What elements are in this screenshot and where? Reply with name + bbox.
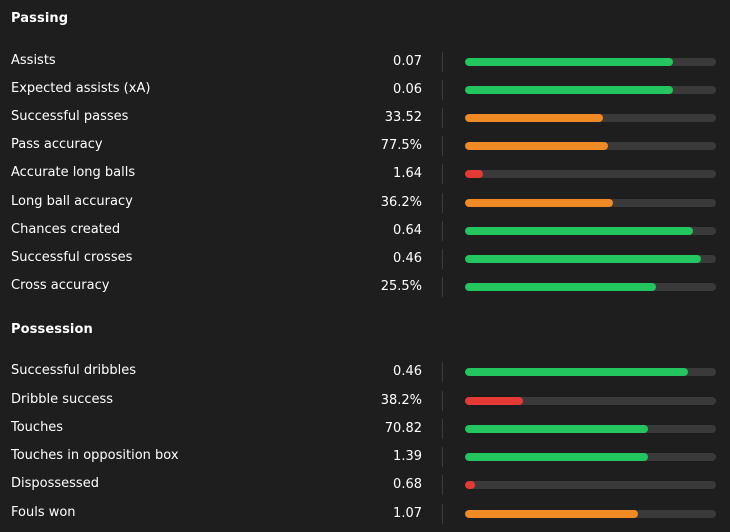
percentile-bar-track — [465, 425, 716, 433]
stat-value: 36.2% — [380, 195, 422, 210]
stat-row: Touches 70.82 — [0, 419, 730, 439]
row-divider — [442, 164, 443, 184]
percentile-bar-track — [465, 114, 716, 122]
row-divider — [442, 249, 443, 269]
row-divider — [442, 221, 443, 241]
stat-row: Accurate long balls 1.64 — [0, 164, 730, 184]
percentile-bar-track — [465, 283, 716, 291]
percentile-bar-track — [465, 481, 716, 489]
row-divider — [442, 419, 443, 439]
stat-value: 1.07 — [393, 506, 422, 521]
stat-value: 25.5% — [380, 279, 422, 294]
stat-value: 38.2% — [380, 393, 422, 408]
stat-label: Successful crosses — [11, 250, 133, 265]
stat-label: Pass accuracy — [11, 137, 103, 152]
stat-label: Fouls won — [11, 505, 76, 520]
stat-row: Assists 0.07 — [0, 52, 730, 72]
percentile-bar-track — [465, 453, 716, 461]
percentile-bar-track — [465, 86, 716, 94]
stat-row: Expected assists (xA) 0.06 — [0, 80, 730, 100]
stat-row: Fouls won 1.07 — [0, 504, 730, 524]
percentile-bar-track — [465, 142, 716, 150]
row-divider — [442, 108, 443, 128]
percentile-bar-fill — [465, 114, 604, 122]
row-divider — [442, 136, 443, 156]
stat-row: Chances created 0.64 — [0, 221, 730, 241]
percentile-bar-track — [465, 397, 716, 405]
stat-row: Touches in opposition box 1.39 — [0, 447, 730, 467]
stat-value: 0.64 — [393, 223, 422, 238]
row-divider — [442, 447, 443, 467]
stat-value: 1.39 — [393, 449, 422, 464]
stat-label: Assists — [11, 53, 56, 68]
stat-row: Successful passes 33.52 — [0, 108, 730, 128]
percentile-bar-track — [465, 170, 716, 178]
stat-row: Cross accuracy 25.5% — [0, 277, 730, 297]
stat-label: Dribble success — [11, 392, 114, 407]
percentile-bar-fill — [465, 368, 689, 376]
percentile-bar-track — [465, 255, 716, 263]
row-divider — [442, 52, 443, 72]
percentile-bar-fill — [465, 510, 639, 518]
percentile-bar-fill — [465, 227, 694, 235]
percentile-bar-fill — [465, 425, 649, 433]
percentile-bar-track — [465, 368, 716, 376]
stat-value: 0.06 — [393, 82, 422, 97]
stat-value: 0.07 — [393, 54, 422, 69]
stat-value: 77.5% — [380, 138, 422, 153]
percentile-bar-track — [465, 510, 716, 518]
stat-label: Dispossessed — [11, 476, 99, 491]
percentile-bar-track — [465, 199, 716, 207]
section-title-passing: Passing — [11, 11, 69, 26]
stat-label: Accurate long balls — [11, 165, 136, 180]
row-divider — [442, 80, 443, 100]
percentile-bar-fill — [465, 58, 674, 66]
stat-label: Successful passes — [11, 109, 129, 124]
stat-row: Dispossessed 0.68 — [0, 475, 730, 495]
percentile-bar-fill — [465, 453, 649, 461]
stat-label: Expected assists (xA) — [11, 81, 151, 96]
percentile-bar-fill — [465, 397, 523, 405]
row-divider — [442, 277, 443, 297]
percentile-bar-fill — [465, 199, 614, 207]
stat-label: Successful dribbles — [11, 363, 136, 378]
stat-label: Touches in opposition box — [11, 448, 179, 463]
stat-row: Dribble success 38.2% — [0, 391, 730, 411]
percentile-bar-fill — [465, 283, 656, 291]
stat-value: 70.82 — [384, 421, 422, 436]
stat-value: 33.52 — [384, 110, 422, 125]
percentile-bar-fill — [465, 142, 609, 150]
stat-label: Cross accuracy — [11, 278, 110, 293]
stat-value: 0.46 — [393, 251, 422, 266]
stat-label: Touches — [11, 420, 64, 435]
percentile-bar-fill — [465, 255, 701, 263]
stat-row: Long ball accuracy 36.2% — [0, 193, 730, 213]
row-divider — [442, 504, 443, 524]
percentile-bar-track — [465, 58, 716, 66]
percentile-bar-fill — [465, 481, 475, 489]
row-divider — [442, 362, 443, 382]
percentile-bar-track — [465, 227, 716, 235]
stat-row: Successful dribbles 0.46 — [0, 362, 730, 382]
row-divider — [442, 475, 443, 495]
percentile-bar-fill — [465, 86, 674, 94]
stat-value: 1.64 — [393, 166, 422, 181]
row-divider — [442, 193, 443, 213]
stat-label: Chances created — [11, 222, 121, 237]
stat-label: Long ball accuracy — [11, 194, 133, 209]
stat-row: Pass accuracy 77.5% — [0, 136, 730, 156]
stat-value: 0.46 — [393, 364, 422, 379]
row-divider — [442, 391, 443, 411]
stat-row: Successful crosses 0.46 — [0, 249, 730, 269]
section-title-possession: Possession — [11, 322, 93, 337]
stat-value: 0.68 — [393, 477, 422, 492]
percentile-bar-fill — [465, 170, 483, 178]
